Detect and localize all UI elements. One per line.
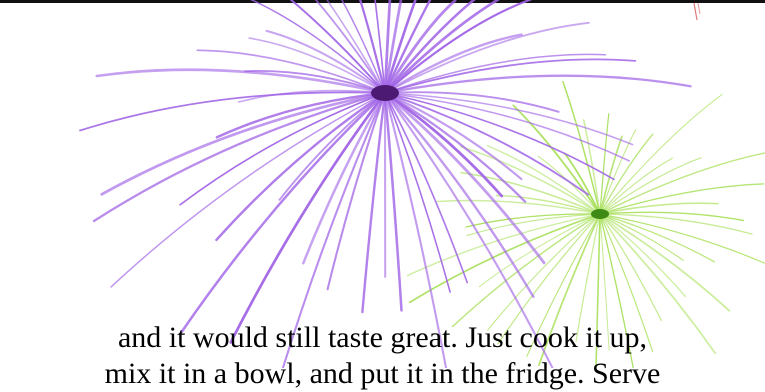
purple-firework (80, 0, 691, 368)
red-spark (694, 3, 697, 20)
green-firework-ray (600, 153, 765, 214)
green-firework-ray (410, 214, 600, 302)
green-firework-ray (453, 214, 600, 327)
green-firework-ray (600, 214, 661, 321)
fireworks-animation (0, 0, 765, 368)
green-firework-ray (488, 214, 600, 330)
red-spark (698, 3, 700, 14)
purple-firework-core (371, 85, 399, 101)
caption-line: and it would still taste great. Just coo… (0, 320, 765, 356)
green-firework-core (591, 209, 609, 219)
story-caption: and it would still taste great. Just coo… (0, 320, 765, 392)
green-firework-ray (600, 94, 722, 214)
purple-firework-ray (303, 93, 385, 263)
caption-line: mix it in a bowl, and put it in the frid… (0, 356, 765, 392)
red-sparks (694, 3, 700, 20)
purple-firework-ray (182, 93, 386, 332)
